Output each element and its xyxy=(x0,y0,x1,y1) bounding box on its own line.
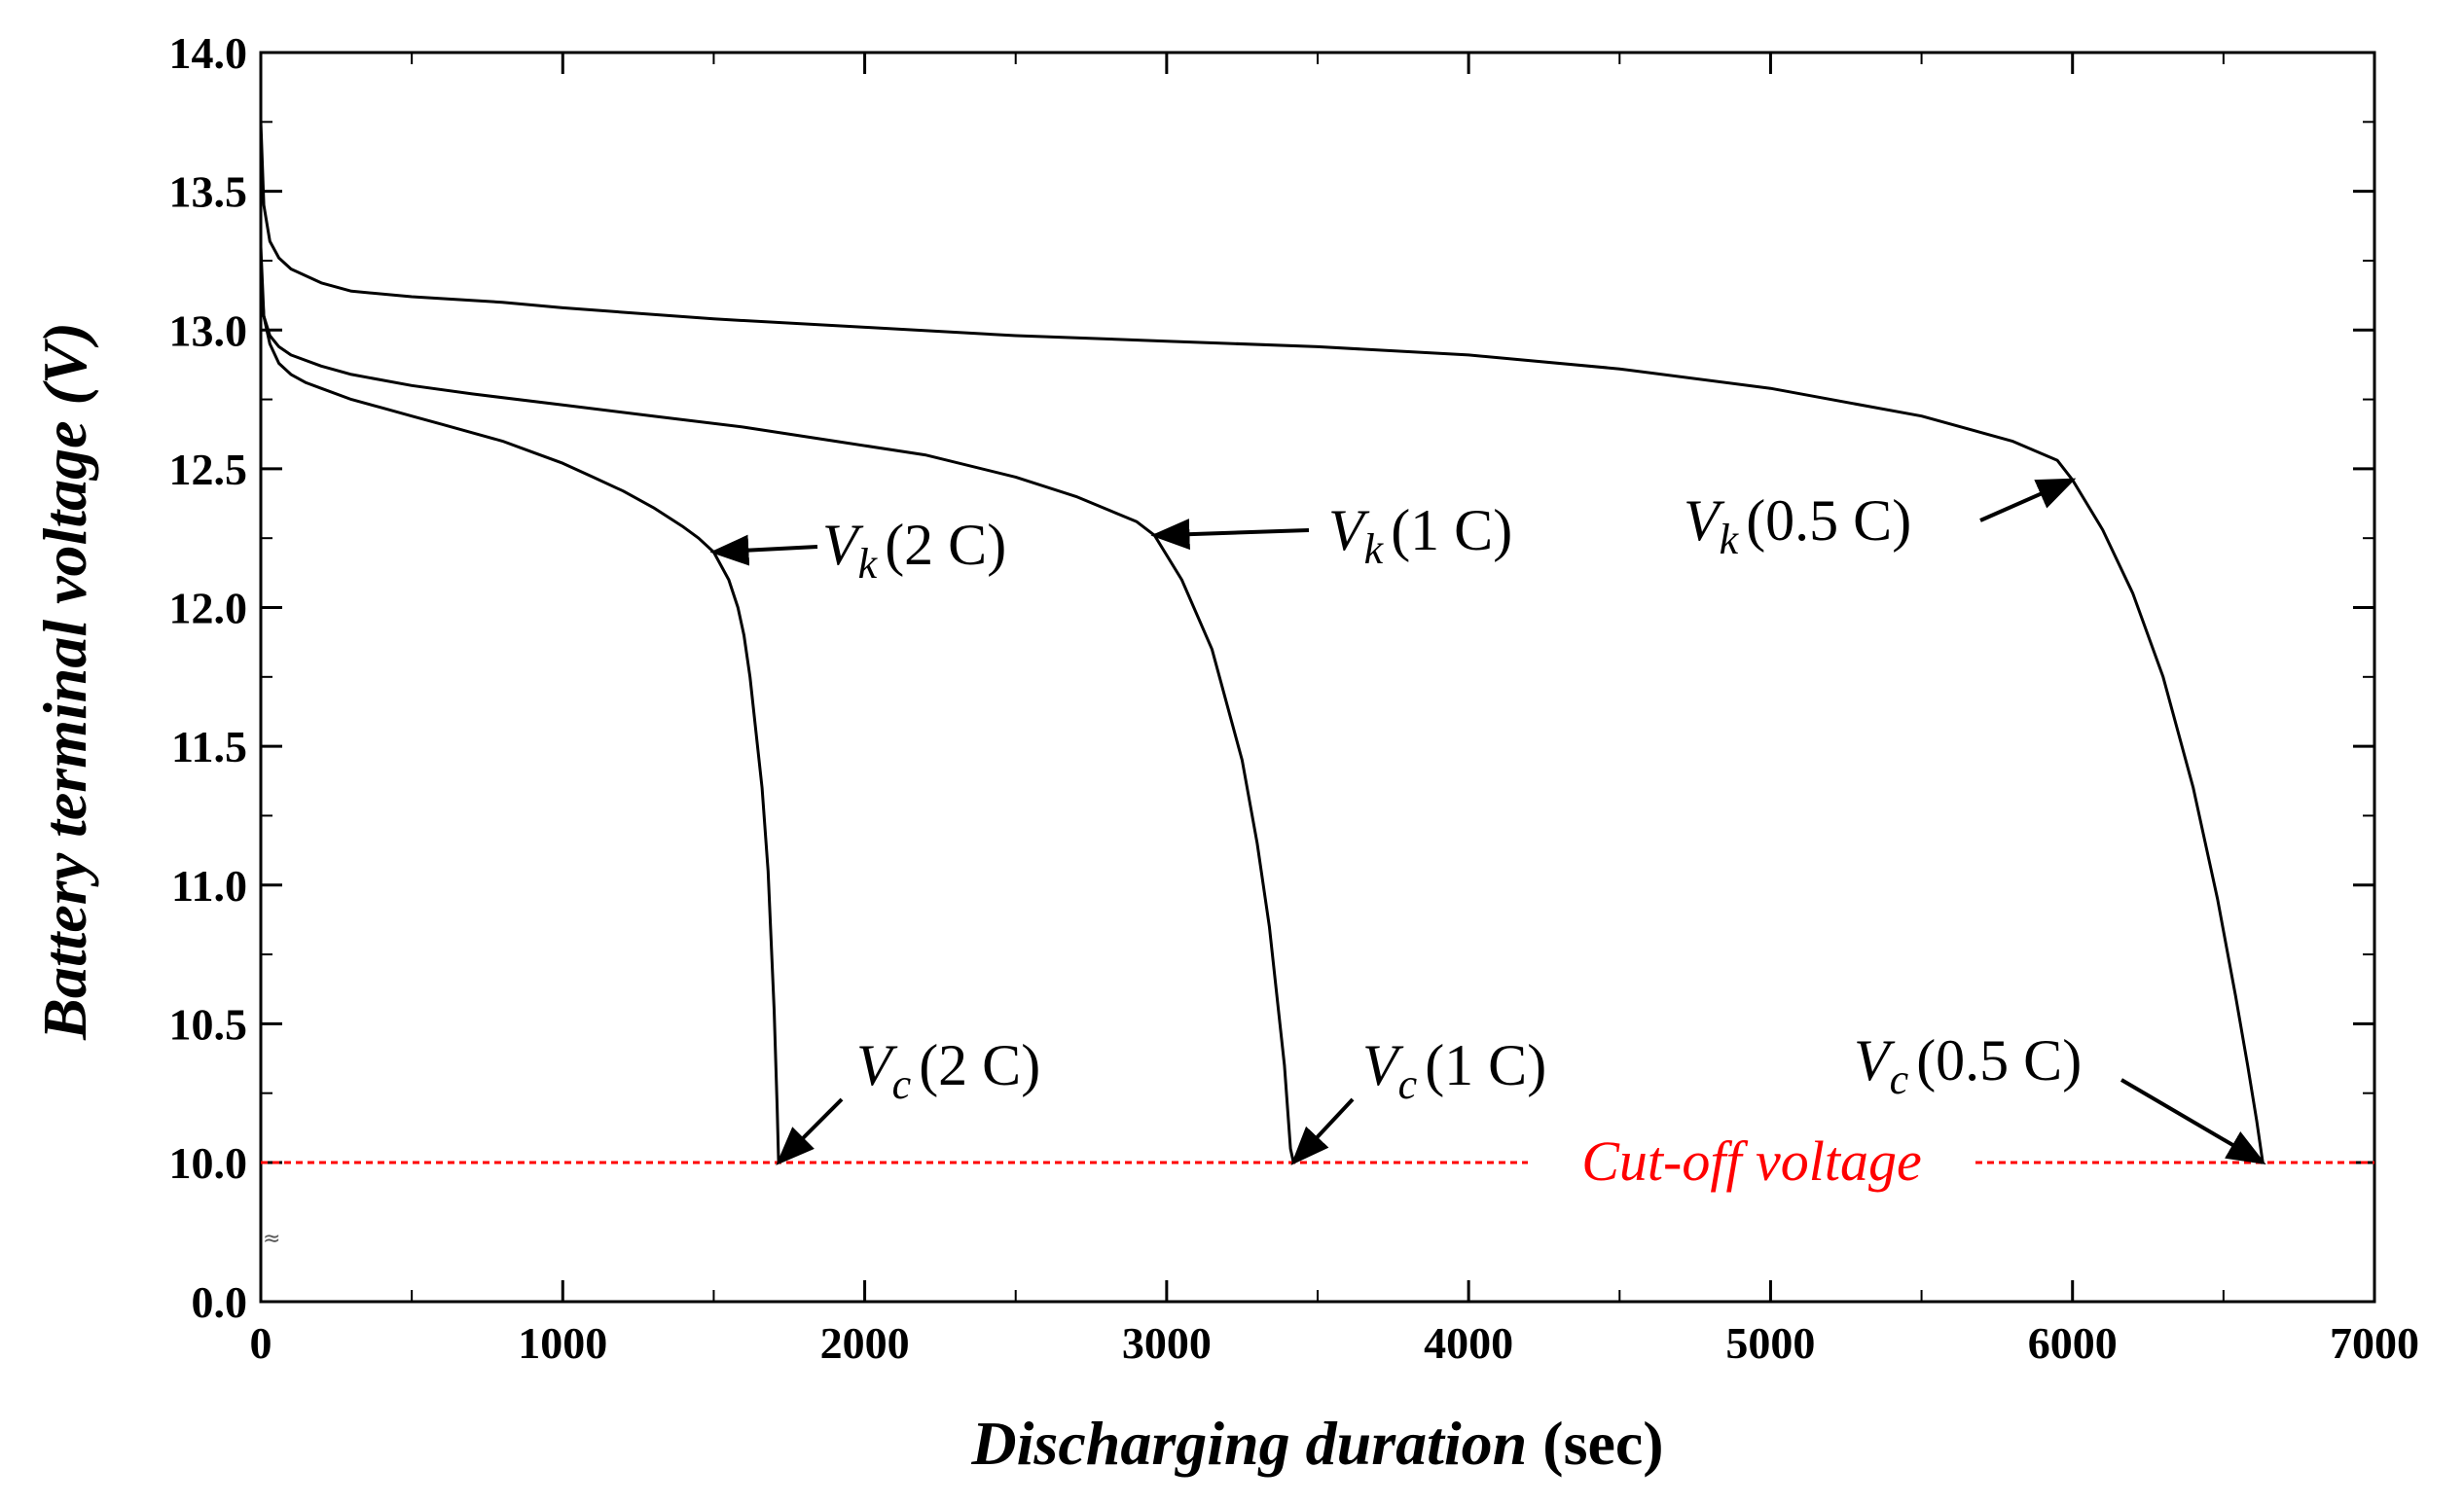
annotation-vc-2c: Vc (2 C) xyxy=(776,1033,1040,1165)
x-tick-label: 2000 xyxy=(820,1318,910,1368)
annotation-arrow xyxy=(776,1097,844,1165)
annotation-rate: (1 C) xyxy=(1391,498,1512,562)
x-tick-label: 6000 xyxy=(2028,1318,2118,1368)
x-axis-ticks: 0 1000 2000 3000 4000 5000 6000 7000 xyxy=(250,53,2419,1368)
annotation-arrow xyxy=(709,534,818,566)
annotation-label: Vc (1 C) xyxy=(1362,1033,1546,1108)
y-tick-label: 12.5 xyxy=(169,445,248,494)
annotation-label: Vk (1 C) xyxy=(1328,498,1512,573)
x-tick-label: 3000 xyxy=(1122,1318,1212,1368)
annotation-rate: (0.5 C) xyxy=(1746,488,1911,553)
annotation-rate: (1 C) xyxy=(1425,1033,1546,1097)
annotations: Vk (2 C) Vk (1 C) Vk (0.5 C)Vc (2 C) Vc (1 C) Vc(… xyxy=(709,478,2266,1165)
annotation-label: Vk (0.5 C) xyxy=(1684,488,1911,563)
y-tick-label: 10.0 xyxy=(169,1138,248,1188)
axis-break-mark: ≈ xyxy=(263,1227,280,1251)
y-tick-label: 12.0 xyxy=(169,584,248,633)
y-tick-label: 11.5 xyxy=(171,722,247,771)
y-tick-label: 0.0 xyxy=(192,1277,248,1327)
annotation-subscript: k xyxy=(1720,516,1740,563)
annotation-rate: (2 C) xyxy=(919,1033,1040,1097)
y-tick-label: 10.5 xyxy=(169,999,248,1049)
annotation-arrow xyxy=(1150,519,1310,551)
annotation-symbol: V xyxy=(1328,498,1370,562)
series-lines xyxy=(259,122,2265,1164)
x-tick-label: 7000 xyxy=(2330,1318,2419,1368)
x-tick-label: 0 xyxy=(250,1318,272,1368)
x-tick-label: 4000 xyxy=(1424,1318,1513,1368)
annotation-subscript: k xyxy=(1364,525,1385,573)
x-axis-title-italic: Discharging duration xyxy=(970,1409,1527,1478)
y-tick-label: 14.0 xyxy=(169,28,248,78)
annotation-subscript: k xyxy=(858,540,879,588)
annotation-symbol: V xyxy=(1684,488,1725,553)
annotation-label: Vk (2 C) xyxy=(822,513,1006,588)
annotation-label: Vc (0.5 C) xyxy=(1854,1028,2082,1103)
cutoff-voltage-label: Cut-off voltage xyxy=(1581,1129,1922,1193)
annotation-rate: (0.5 C) xyxy=(1916,1028,2082,1092)
annotation-symbol: V xyxy=(1854,1028,1896,1092)
x-axis-title: Discharging duration (sec) xyxy=(970,1409,1663,1478)
y-axis-title: Battery terminal voltage (V) xyxy=(30,322,99,1041)
y-tick-label: 11.0 xyxy=(171,861,247,911)
annotation-arrow xyxy=(1979,478,2077,522)
plot-frame xyxy=(259,51,2376,1304)
annotation-arrow xyxy=(2120,1078,2266,1165)
annotation-subscript: c xyxy=(1398,1060,1418,1108)
y-axis-ticks: 0.0 10.0 10.5 11.0 11.5 12.0 12.5 13.0 13.5 14.0 xyxy=(169,28,2374,1327)
y-tick-label: 13.0 xyxy=(169,305,248,355)
annotation-label: Vc (2 C) xyxy=(856,1033,1040,1108)
annotation-subscript: c xyxy=(1890,1056,1909,1103)
annotation-vk-05c: Vk (0.5 C) xyxy=(1684,478,2077,563)
annotation-symbol: V xyxy=(1362,1033,1404,1097)
y-tick-label: 13.5 xyxy=(169,167,248,217)
annotation-symbol: V xyxy=(856,1033,898,1097)
annotation-vc-05c: Vc (0.5 C) xyxy=(1854,1028,2266,1165)
annotation-subscript: c xyxy=(892,1060,912,1108)
series-line-1C xyxy=(259,274,1295,1164)
annotation-arrow xyxy=(1290,1097,1355,1165)
x-tick-label: 5000 xyxy=(1725,1318,1815,1368)
annotation-symbol: V xyxy=(822,513,864,577)
annotation-vk-2c: Vk (2 C) xyxy=(709,513,1006,588)
x-axis-title-unit: (sec) xyxy=(1527,1409,1663,1478)
series-line-05C xyxy=(259,122,2265,1164)
annotation-vk-1c: Vk (1 C) xyxy=(1150,498,1512,573)
annotation-rate: (2 C) xyxy=(885,513,1006,577)
annotation-vc-1c: Vc (1 C) xyxy=(1290,1033,1546,1165)
x-tick-label: 1000 xyxy=(518,1318,607,1368)
series-line-2C xyxy=(259,246,780,1164)
